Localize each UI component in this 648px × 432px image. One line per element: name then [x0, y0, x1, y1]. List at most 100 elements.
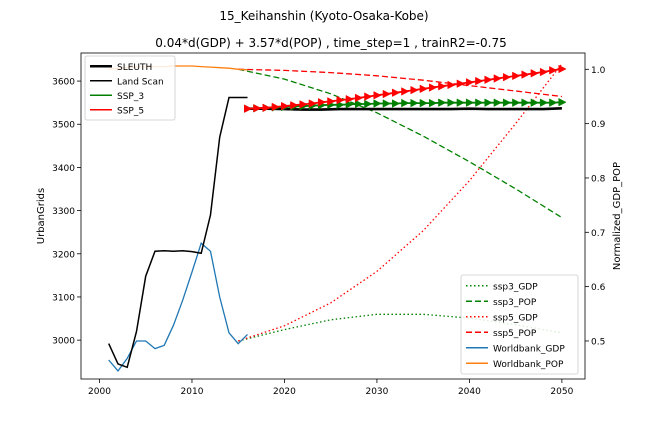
x-tick-label: 2000 — [88, 387, 111, 397]
point-ssp-5 — [456, 79, 465, 88]
point-ssp-3 — [549, 98, 558, 107]
right-y-axis: 0.5 0.6 0.7 0.8 0.9 1.0 — [585, 66, 606, 347]
legend-right-box — [460, 274, 579, 375]
point-ssp-5 — [428, 83, 438, 92]
point-ssp-3 — [502, 98, 512, 107]
point-ssp-5 — [438, 82, 447, 91]
point-ssp-3 — [364, 99, 373, 109]
point-ssp-5 — [558, 64, 567, 74]
point-ssp-5 — [410, 85, 419, 95]
right-y-axis-label: Normalized_GDP_POP — [612, 162, 623, 270]
point-ssp-3 — [382, 99, 391, 108]
point-ssp-5 — [539, 67, 549, 77]
point-ssp-3 — [410, 98, 419, 108]
left-axis-series — [108, 64, 567, 369]
x-tick-label: 2020 — [273, 387, 296, 397]
point-ssp-5 — [419, 84, 428, 94]
right-y-tick-label: 0.9 — [591, 120, 606, 130]
point-ssp-5 — [317, 98, 327, 107]
legend-label-ssp3-gdp: ssp3_GDP — [493, 282, 538, 292]
point-ssp-5 — [345, 94, 354, 104]
left-y-tick-label: 3500 — [52, 121, 75, 131]
legend-label-ssp5-gdp: ssp5_GDP — [493, 313, 538, 323]
left-y-tick-label: 3400 — [52, 164, 75, 174]
point-ssp-3 — [419, 98, 428, 108]
point-ssp-5 — [280, 101, 290, 111]
series-line-sleuth — [247, 107, 562, 111]
x-tick-label: 2030 — [365, 387, 388, 397]
point-ssp-5 — [364, 92, 373, 101]
point-ssp-5 — [521, 70, 530, 79]
point-ssp-3 — [558, 98, 567, 107]
right-y-tick-label: 0.8 — [591, 174, 606, 184]
point-ssp-5 — [484, 75, 493, 84]
left-y-tick-label: 3000 — [52, 337, 75, 347]
point-ssp-5 — [530, 69, 539, 78]
left-y-tick-label: 3600 — [52, 78, 75, 88]
left-y-tick-label: 3100 — [52, 293, 75, 303]
point-ssp-3 — [530, 98, 539, 107]
point-ssp-3 — [521, 98, 530, 107]
legend-label-worldbank-gdp: Worldbank_GDP — [493, 344, 565, 354]
legend-left: SLEUTH Land Scan SSP_3 SSP_5 — [84, 55, 176, 121]
point-ssp-5 — [253, 104, 262, 113]
point-ssp-5 — [382, 89, 391, 99]
x-tick-label: 2040 — [458, 387, 481, 397]
legend-label-sleuth: SLEUTH — [117, 63, 152, 73]
legend-label-ssp-3: SSP_3 — [117, 92, 144, 102]
point-ssp-5 — [244, 104, 253, 113]
legend-label-land-scan: Land Scan — [117, 77, 164, 87]
point-ssp-3 — [475, 98, 484, 107]
point-ssp-3 — [484, 98, 493, 107]
legend-right: ssp3_GDP ssp3_POP ssp5_GDP ssp5_POP Worldban… — [460, 274, 579, 375]
right-y-tick-label: 0.7 — [591, 229, 605, 239]
point-ssp-3 — [493, 98, 502, 107]
point-ssp-3 — [447, 98, 456, 107]
point-ssp-3 — [456, 98, 465, 107]
point-ssp-5 — [271, 102, 280, 112]
point-ssp-5 — [502, 72, 512, 82]
point-ssp-5 — [354, 93, 364, 103]
point-ssp-5 — [447, 80, 456, 90]
left-y-axis: 3000 3100 3200 3300 3400 3500 3600 — [52, 78, 81, 347]
series-line-ssp5-pop — [238, 68, 562, 98]
point-ssp-5 — [493, 74, 502, 83]
point-ssp-3 — [512, 98, 521, 107]
x-tick-label: 2050 — [550, 387, 573, 397]
point-ssp-3 — [391, 99, 401, 108]
point-ssp-3 — [438, 98, 447, 107]
point-ssp-3 — [373, 99, 382, 108]
point-ssp-5 — [373, 91, 382, 100]
point-ssp-3 — [428, 98, 438, 108]
series-line-ssp3-pop — [238, 68, 563, 219]
right-y-tick-label: 0.5 — [591, 337, 605, 347]
right-y-tick-label: 0.6 — [591, 283, 606, 293]
plot-area-frame — [80, 52, 586, 380]
point-ssp-5 — [327, 97, 336, 106]
point-ssp-5 — [262, 103, 271, 113]
chart-title-line1: 15_Keihanshin (Kyoto-Osaka-Kobe) — [219, 9, 428, 23]
point-ssp-5 — [290, 101, 299, 110]
legend-label-worldbank-pop: Worldbank_POP — [493, 360, 564, 370]
series-line-ssp5-gdp — [237, 63, 563, 342]
point-ssp-5 — [299, 100, 308, 109]
point-ssp-3 — [401, 98, 410, 108]
point-ssp-5 — [308, 99, 317, 108]
point-ssp-3 — [345, 100, 354, 109]
x-tick-label: 2010 — [181, 387, 204, 397]
point-ssp-3 — [539, 98, 549, 107]
point-ssp-5 — [512, 71, 521, 81]
point-ssp-5 — [465, 78, 475, 87]
point-ssp-5 — [391, 88, 401, 97]
right-y-tick-label: 1.0 — [591, 66, 606, 76]
left-y-tick-label: 3300 — [52, 207, 75, 217]
legend-left-box — [84, 55, 176, 121]
point-ssp-3 — [354, 99, 364, 109]
point-ssp-5 — [336, 95, 345, 105]
legend-label-ssp-5: SSP_5 — [117, 106, 144, 116]
point-ssp-3 — [465, 98, 475, 107]
point-ssp-5 — [401, 87, 410, 96]
left-y-axis-label: UrbanGrids — [36, 188, 47, 244]
x-axis: 2000 2010 2020 2030 2040 2050 — [88, 379, 574, 397]
